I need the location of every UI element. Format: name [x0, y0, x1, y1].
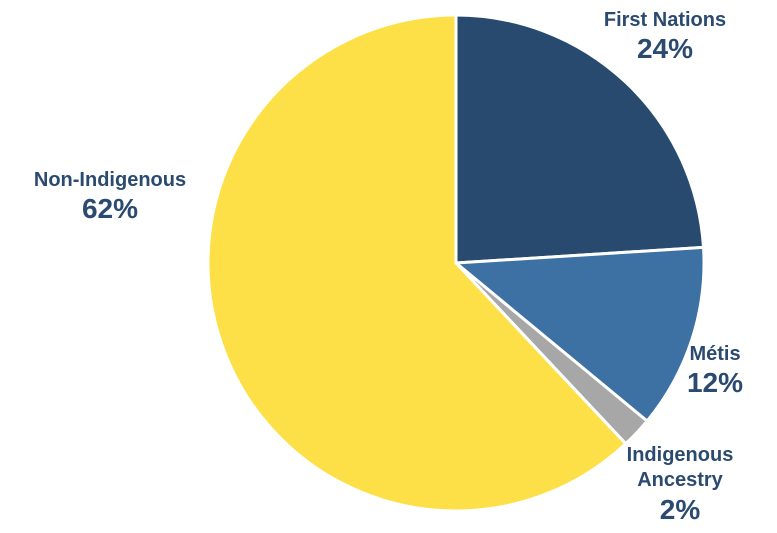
label-first-nations-percent: 24%: [636, 33, 694, 64]
label-non-indigenous-percent: 62%: [81, 193, 139, 224]
pie-slice-first-nations: [454, 13, 706, 265]
label-first-nations-name: First Nations: [603, 9, 727, 31]
label-metis-percent: 12%: [686, 367, 744, 398]
label-non-indigenous-name: Non-Indigenous: [33, 169, 187, 191]
label-non-indigenous: Non-Indigenous 62%: [5, 168, 215, 226]
label-metis-name: Métis: [689, 343, 741, 365]
pie-slice-non-indigenous: [206, 13, 628, 513]
label-metis: Métis 12%: [660, 342, 770, 400]
label-indigenous-ancestry-name: Indigenous Ancestry: [626, 444, 734, 491]
pie-slices: [206, 13, 706, 513]
label-indigenous-ancestry-percent: 2%: [659, 494, 701, 525]
label-indigenous-ancestry: Indigenous Ancestry 2%: [590, 443, 770, 527]
label-first-nations: First Nations 24%: [560, 8, 770, 66]
pie-slice-m-tis: [454, 245, 706, 423]
